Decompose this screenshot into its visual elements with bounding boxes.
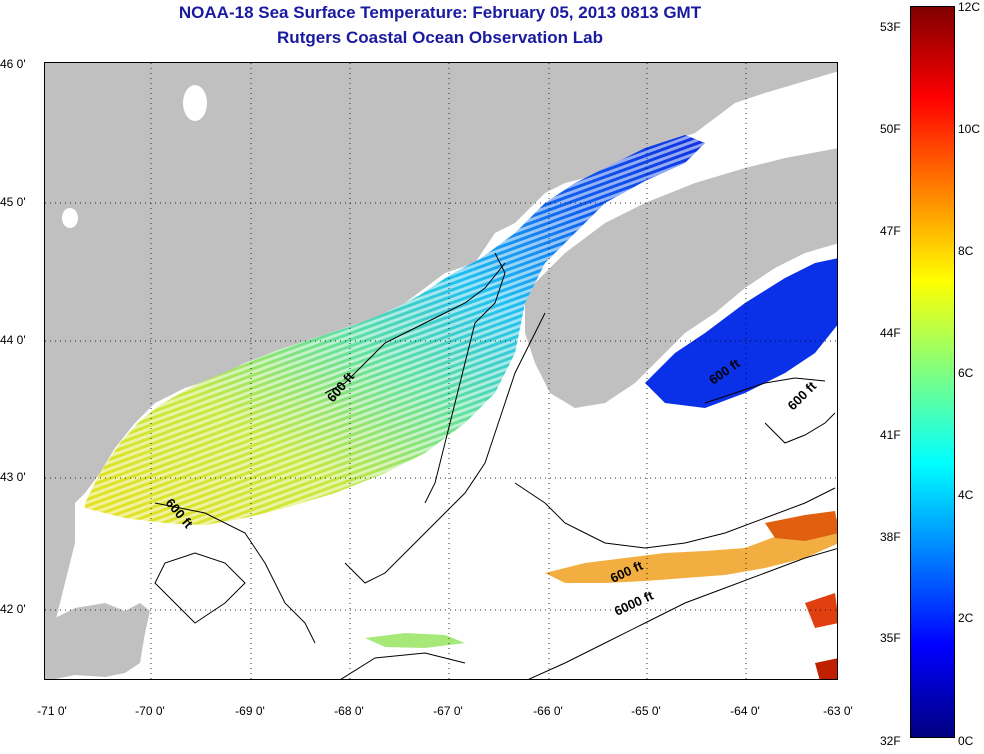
cb-f-47: 47F bbox=[880, 224, 901, 238]
cb-f-53: 53F bbox=[880, 20, 901, 34]
cb-c-6: 6C bbox=[958, 366, 974, 380]
cb-f-41: 41F bbox=[880, 428, 901, 442]
cb-f-35: 35F bbox=[880, 631, 901, 645]
map-subtitle: Rutgers Coastal Ocean Observation Lab bbox=[277, 28, 603, 47]
cb-c-8: 8C bbox=[958, 244, 974, 258]
lon-label-71: -71 0' bbox=[37, 704, 67, 718]
map-canvas: 600 ft 600 ft 600 ft 600 ft 600 ft 6000 … bbox=[45, 63, 837, 679]
contour-label-4: 600 ft bbox=[785, 378, 820, 413]
lon-label-67: -67 0' bbox=[433, 704, 463, 718]
lat-label-45: 45 0' bbox=[0, 195, 26, 209]
cb-f-38: 38F bbox=[880, 530, 901, 544]
lat-label-43: 43 0' bbox=[0, 470, 26, 484]
contour-label-6: 6000 ft bbox=[612, 587, 656, 618]
sst-map: 600 ft 600 ft 600 ft 600 ft 600 ft 6000 … bbox=[44, 62, 838, 680]
lat-label-44: 44 0' bbox=[0, 333, 26, 347]
land-new-england bbox=[45, 63, 837, 633]
lon-label-68: -68 0' bbox=[334, 704, 364, 718]
title-block: NOAA-18 Sea Surface Temperature: Februar… bbox=[0, 0, 880, 50]
lon-label-65: -65 0' bbox=[631, 704, 661, 718]
cb-c-2: 2C bbox=[958, 611, 974, 625]
contour-6000ft bbox=[528, 548, 837, 679]
map-title: NOAA-18 Sea Surface Temperature: Februar… bbox=[178, 3, 702, 22]
sst-scotian-shelf bbox=[645, 258, 837, 408]
temperature-colorbar bbox=[910, 6, 955, 738]
lon-label-70: -70 0' bbox=[135, 704, 165, 718]
land-nova-scotia bbox=[525, 148, 837, 408]
lon-label-66: -66 0' bbox=[533, 704, 563, 718]
lon-label-64: -64 0' bbox=[730, 704, 760, 718]
contour-600ft-shelf bbox=[514, 377, 836, 549]
lat-label-46: 46 0' bbox=[0, 57, 26, 71]
cb-c-4: 4C bbox=[958, 488, 974, 502]
cb-c-12: 12C bbox=[958, 0, 981, 14]
cb-f-50: 50F bbox=[880, 122, 901, 136]
land-cape-cod bbox=[45, 603, 150, 679]
lon-label-63: -63 0' bbox=[823, 704, 853, 718]
cb-f-32: 32F bbox=[880, 734, 901, 748]
cb-c-0: 0C bbox=[958, 734, 974, 748]
lon-label-69: -69 0' bbox=[235, 704, 265, 718]
lat-label-42: 42 0' bbox=[0, 602, 26, 616]
cb-c-10: 10C bbox=[958, 122, 981, 136]
cb-f-44: 44F bbox=[880, 326, 901, 340]
